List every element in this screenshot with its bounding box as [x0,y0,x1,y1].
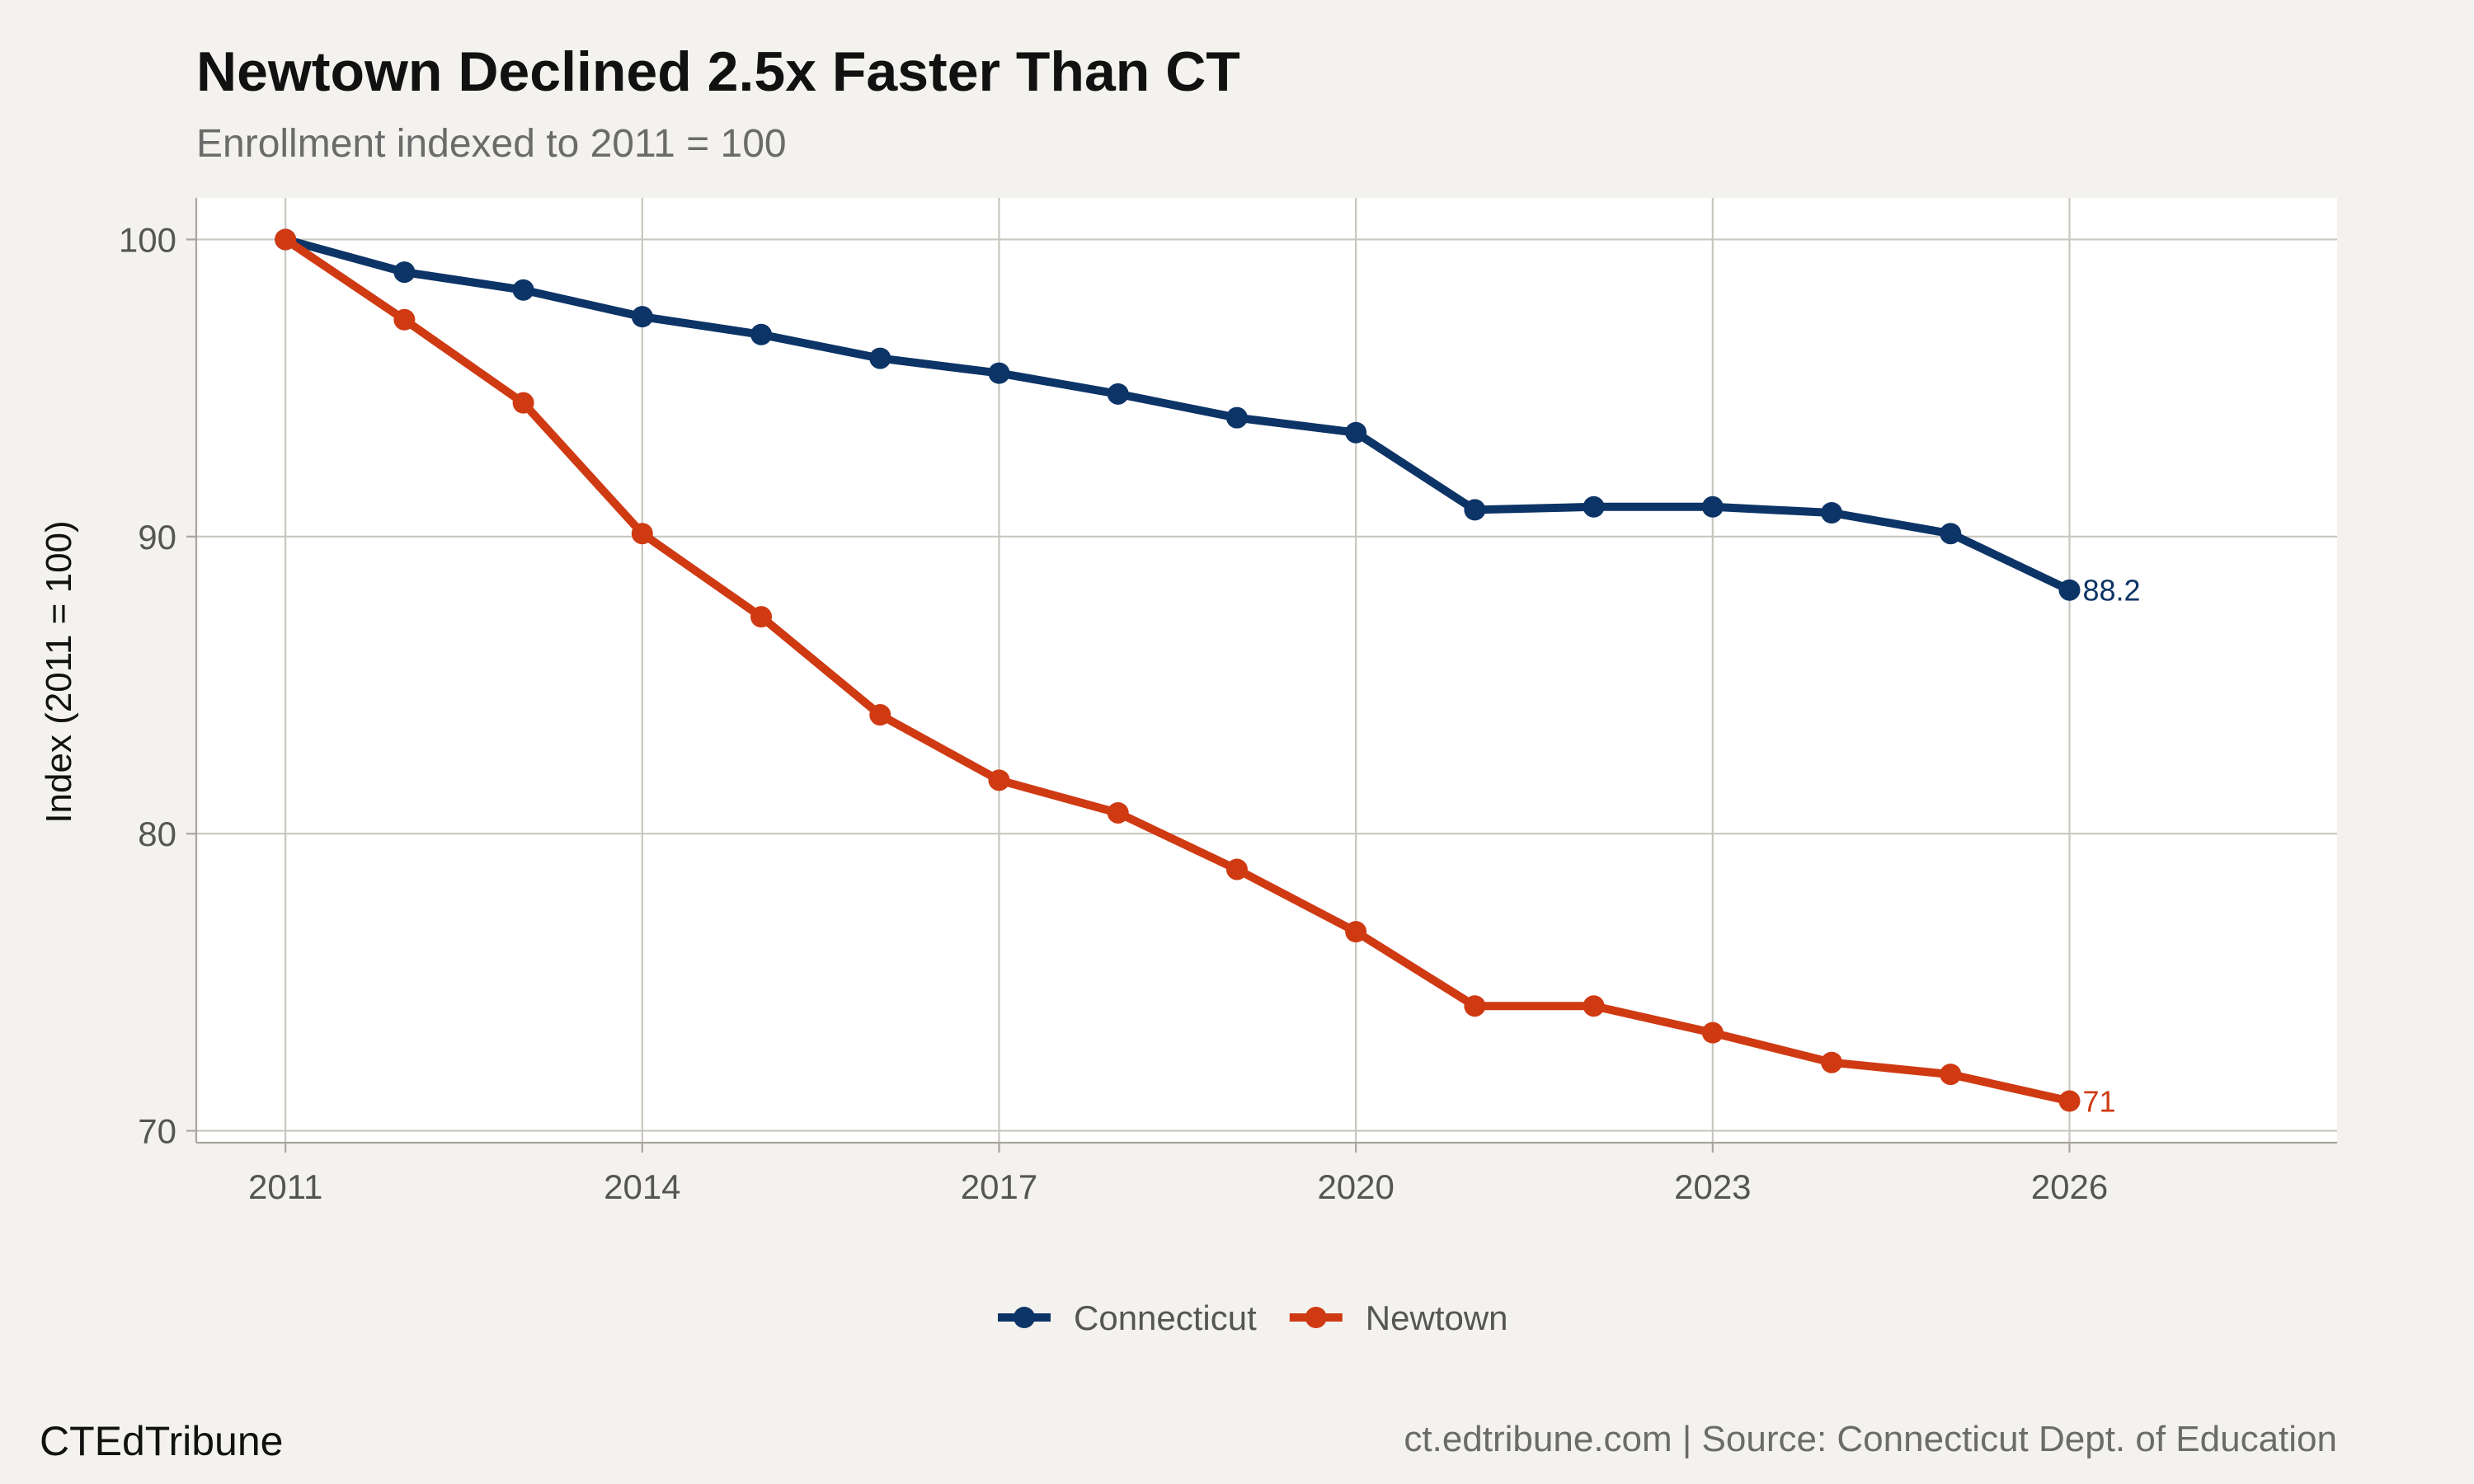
y-tick-label: 80 [138,815,176,853]
newtown-point [1583,995,1605,1017]
connecticut-point [869,347,891,369]
connecticut-end-label: 88.2 [2083,574,2141,608]
newtown-point [1225,858,1248,881]
connecticut-point [2058,579,2081,601]
newtown-line [281,235,2074,1106]
connecticut-point [512,279,534,301]
y-tick-label: 100 [119,220,176,259]
newtown-end-label: 71 [2083,1085,2116,1119]
connecticut-point [750,323,773,345]
gridlines [196,198,2337,1143]
newtown-point [1345,921,1367,943]
newtown-point [988,769,1010,791]
end-labels: 88.2 71 [2083,574,2141,1119]
newtown-point [512,392,534,414]
legend-key-point [1305,1307,1327,1328]
connecticut-point [1583,495,1605,518]
newtown-point [869,704,891,726]
connecticut-point [1940,523,1962,545]
x-tick-label: 2014 [604,1167,680,1206]
connecticut-point [1464,499,1486,521]
newtown-point [1107,801,1129,824]
x-tick-label: 2017 [961,1167,1037,1206]
x-tick-label: 2023 [1674,1167,1751,1206]
legend-label: Newtown [1366,1298,1508,1337]
legend-label: Connecticut [1074,1298,1257,1337]
connecticut-point [1225,406,1248,429]
x-tick-label: 2026 [2031,1167,2108,1206]
series-connecticut [275,228,2081,601]
legend-item-newtown: Newtown [1289,1298,1508,1337]
x-tick-label: 2011 [248,1167,322,1206]
x-tick-label: 2020 [1317,1167,1394,1206]
connecticut-point [393,261,416,284]
connecticut-point [631,306,653,328]
y-tick-label: 70 [138,1112,176,1151]
legend: Connecticut Newtown [998,1298,1508,1337]
y-axis-label: Index (2011 = 100) [39,520,79,823]
connecticut-point [1701,495,1724,518]
newtown-point [1464,995,1486,1017]
newtown-point [1940,1064,1962,1086]
newtown-point [1701,1021,1724,1044]
chart-subtitle: Enrollment indexed to 2011 = 100 [196,122,787,166]
newtown-point [2058,1090,2081,1112]
connecticut-point [988,362,1010,384]
axes: 70 80 90 100 2011 2014 2017 2020 2023 2026 [119,198,2337,1206]
newtown-point [275,228,297,251]
newtown-point [750,606,773,628]
legend-key-point [1014,1307,1035,1328]
series [275,228,2081,1112]
series-newtown [275,228,2081,1112]
newtown-point [631,523,653,545]
footer-brand: CTEdTribune [40,1418,283,1464]
newtown-point [393,308,416,331]
connecticut-point [1345,421,1367,444]
connecticut-point [1821,502,1843,524]
footer-source: ct.edtribune.com | Source: Connecticut D… [1404,1419,2337,1459]
plot-panel [196,198,2337,1143]
legend-item-connecticut: Connecticut [998,1298,1257,1337]
connecticut-line [281,235,2074,594]
connecticut-point [1107,383,1129,405]
newtown-point [1821,1051,1843,1073]
y-tick-label: 90 [138,518,176,556]
chart-title: Newtown Declined 2.5x Faster Than CT [196,40,1240,103]
